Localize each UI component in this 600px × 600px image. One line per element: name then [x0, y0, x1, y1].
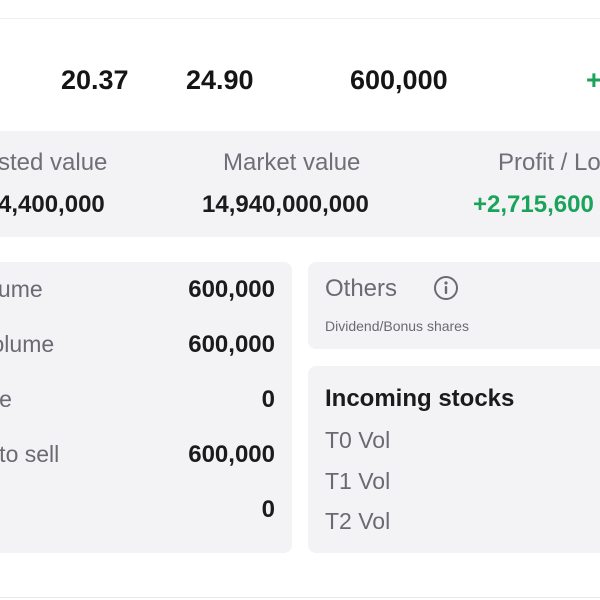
incoming-stocks-title: Incoming stocks — [325, 385, 515, 412]
volume-row-value: 600,000 — [188, 276, 275, 303]
volume-value: 600,000 — [350, 65, 448, 95]
volume-row-value: 0 — [261, 496, 275, 523]
others-subtitle: Dividend/Bonus shares — [325, 318, 469, 334]
market-value-label: Market value — [223, 149, 361, 176]
incoming-t1-label: T1 Vol — [325, 468, 391, 494]
info-icon[interactable] — [433, 275, 459, 301]
bottom-divider — [0, 597, 600, 598]
volume-row-label: olume — [0, 276, 43, 302]
volume-row-value: 600,000 — [188, 441, 275, 468]
price-value-1: 20.37 — [61, 65, 129, 95]
market-value: 14,940,000,000 — [202, 191, 369, 218]
volume-row: volume 600,000 — [0, 331, 292, 371]
volume-details-card: olume 600,000 volume 600,000 me 0 e to s… — [0, 262, 292, 553]
invested-value: 4,400,000 — [0, 191, 105, 218]
volume-row: me 0 — [0, 386, 292, 426]
change-value: + — [586, 65, 600, 95]
volume-row: m 0 — [0, 496, 292, 536]
invested-value-label: sted value — [0, 149, 108, 176]
volume-row: e to sell 600,000 — [0, 441, 292, 481]
profit-loss-label: Profit / Lo — [498, 149, 600, 176]
price-value-2: 24.90 — [186, 65, 254, 95]
others-card: Others Dividend/Bonus shares — [308, 262, 600, 349]
volume-row-value: 0 — [261, 386, 275, 413]
others-title: Others — [325, 275, 398, 302]
top-divider — [0, 18, 600, 19]
volume-row-label: volume — [0, 331, 55, 357]
portfolio-summary-card: sted value 4,400,000 Market value 14,940… — [0, 131, 600, 237]
price-summary-row: 20.37 24.90 600,000 + — [0, 62, 600, 102]
volume-row-label: e to sell — [0, 441, 60, 467]
incoming-t2-label: T2 Vol — [325, 508, 391, 534]
profit-loss-value: +2,715,600 — [473, 191, 594, 218]
volume-row-value: 600,000 — [188, 331, 275, 358]
volume-row: olume 600,000 — [0, 276, 292, 316]
volume-row-label: me — [0, 386, 12, 412]
incoming-stocks-card: Incoming stocks T0 Vol T1 Vol T2 Vol — [308, 366, 600, 553]
incoming-t0-label: T0 Vol — [325, 427, 391, 453]
